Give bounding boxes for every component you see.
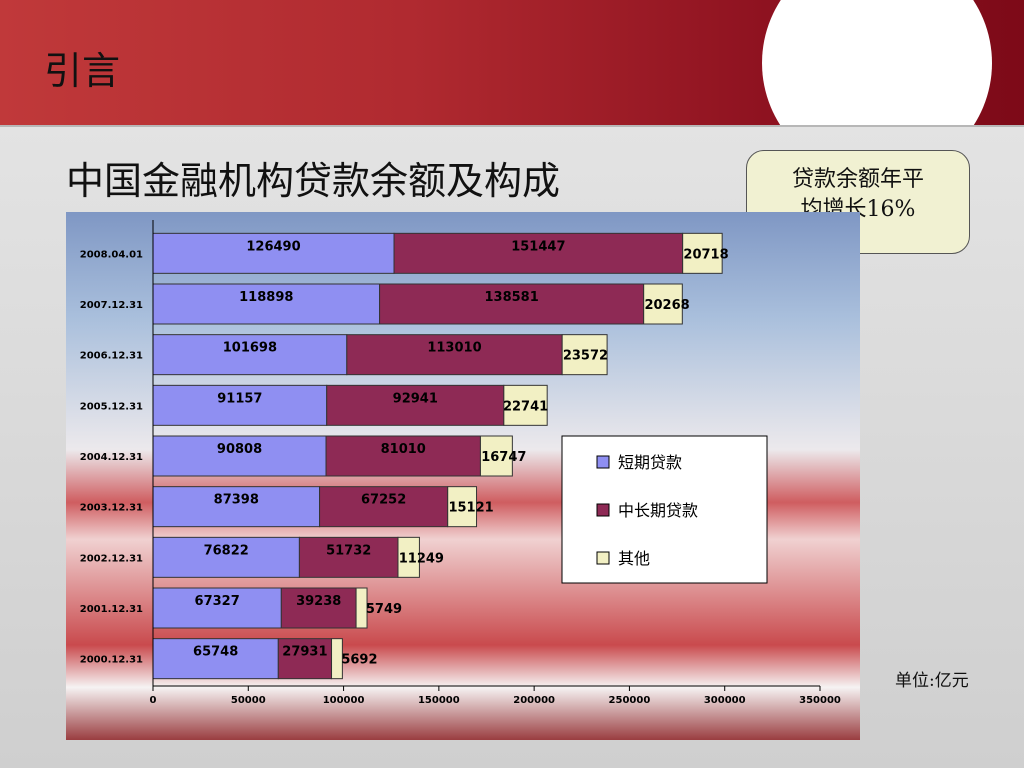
bar-segment-other — [397, 536, 420, 578]
x-tick-label: 350000 — [799, 695, 841, 706]
x-tick-label: 50000 — [231, 695, 266, 706]
data-label: 65748 — [193, 645, 238, 660]
category-label: 2002.12.31 — [80, 553, 143, 564]
x-tick-label: 300000 — [704, 695, 746, 706]
data-label: 23572 — [563, 349, 608, 364]
data-label: 20268 — [644, 298, 689, 313]
category-label: 2000.12.31 — [80, 655, 143, 666]
data-label: 16747 — [481, 450, 526, 465]
bar-segment-other — [331, 638, 343, 680]
bar-segment-other — [447, 486, 478, 528]
legend-label: 短期贷款 — [618, 453, 682, 472]
data-label: 5749 — [366, 602, 402, 617]
bar-segment-long-term — [280, 587, 357, 629]
category-label: 2007.12.31 — [80, 300, 143, 311]
x-tick-label: 100000 — [323, 695, 365, 706]
data-label: 15121 — [448, 501, 493, 516]
data-label: 76822 — [204, 543, 249, 558]
data-label: 39238 — [296, 594, 341, 609]
data-label: 92941 — [393, 391, 438, 406]
legend-swatch — [596, 455, 610, 469]
bar-segment-other — [643, 283, 683, 325]
banner-decoration-circle — [762, 0, 992, 125]
data-label: 67327 — [195, 594, 240, 609]
bar-segment-long-term — [298, 536, 399, 578]
data-label: 51732 — [326, 543, 371, 558]
x-tick-label: 200000 — [513, 695, 555, 706]
bar-segment-other — [355, 587, 368, 629]
data-label: 11249 — [399, 551, 444, 566]
legend-swatch — [596, 551, 610, 565]
data-label: 113010 — [427, 341, 481, 356]
data-label: 87398 — [214, 493, 259, 508]
bar-segment-short-term — [152, 384, 328, 426]
unit-label: 单位:亿元 — [895, 671, 969, 691]
legend-box — [561, 435, 768, 584]
x-tick-label: 250000 — [609, 695, 651, 706]
legend-swatch — [596, 503, 610, 517]
bar-segment-other — [561, 334, 608, 376]
data-label: 138581 — [484, 290, 538, 305]
bar-segment-long-term — [326, 384, 505, 426]
data-label: 101698 — [223, 341, 277, 356]
bar-segment-short-term — [152, 283, 381, 325]
data-label: 151447 — [511, 239, 565, 254]
category-label: 2001.12.31 — [80, 604, 143, 615]
category-label: 2005.12.31 — [80, 401, 143, 412]
category-label: 2006.12.31 — [80, 351, 143, 362]
data-label: 126490 — [246, 239, 300, 254]
x-tick-label: 0 — [150, 695, 157, 706]
header-banner: 引言 — [0, 0, 1024, 127]
loan-balance-chart: 0 50000 100000 150000 200000 250000 300000 3500… — [66, 212, 860, 740]
data-label: 20718 — [683, 247, 728, 262]
data-label: 22741 — [503, 399, 548, 414]
bar-segment-other — [479, 435, 513, 477]
data-label: 5692 — [341, 653, 377, 668]
category-label: 2008.04.01 — [80, 249, 143, 260]
data-label: 81010 — [381, 442, 426, 457]
category-label: 2004.12.31 — [80, 452, 143, 463]
bar-segment-other — [682, 232, 723, 274]
x-tick-label: 150000 — [418, 695, 460, 706]
category-label: 2003.12.31 — [80, 503, 143, 514]
chart-heading: 中国金融机构贷款余额及构成 — [66, 159, 561, 203]
bar-segment-long-term — [393, 232, 684, 274]
bar-segment-long-term — [346, 334, 563, 376]
bar-segment-long-term — [319, 486, 449, 528]
bar-segment-long-term — [277, 638, 333, 680]
data-label: 118898 — [239, 290, 293, 305]
bar-segment-other — [503, 384, 548, 426]
bar-segment-long-term — [379, 283, 645, 325]
data-label: 91157 — [217, 391, 262, 406]
data-label: 27931 — [282, 645, 327, 660]
bar-segment-long-term — [325, 435, 481, 477]
bar-segment-short-term — [152, 334, 348, 376]
legend-label: 中长期贷款 — [618, 501, 698, 520]
legend-label: 其他 — [618, 549, 650, 568]
slide-title: 引言 — [44, 49, 121, 93]
growth-callout: 贷款余额年平 均增长16% — [746, 150, 970, 254]
data-label: 67252 — [361, 493, 406, 508]
data-label: 90808 — [217, 442, 262, 457]
